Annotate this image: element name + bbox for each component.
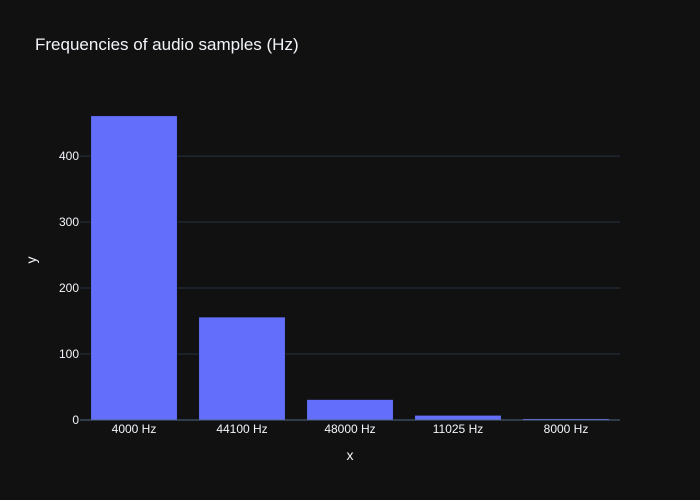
bar-48000-hz[interactable] bbox=[306, 399, 394, 421]
x-tick-labels: 4000 Hz 44100 Hz 48000 Hz 11025 Hz 8000 Hz bbox=[112, 422, 589, 436]
y-tick-label: 200 bbox=[59, 281, 79, 295]
x-tick-label: 8000 Hz bbox=[544, 422, 589, 436]
chart-title: Frequencies of audio samples (Hz) bbox=[35, 35, 299, 54]
x-tick-label: 44100 Hz bbox=[216, 422, 267, 436]
y-axis-title: y bbox=[23, 257, 39, 264]
bar-44100-hz[interactable] bbox=[198, 316, 286, 421]
x-tick-label: 4000 Hz bbox=[112, 422, 157, 436]
x-tick-label: 48000 Hz bbox=[324, 422, 375, 436]
x-axis-title: x bbox=[347, 447, 354, 463]
bar-4000-hz[interactable] bbox=[90, 115, 178, 421]
y-tick-label: 100 bbox=[59, 347, 79, 361]
y-tick-labels: 0 100 200 300 400 bbox=[59, 149, 79, 427]
y-tick-label: 300 bbox=[59, 215, 79, 229]
y-tick-label: 0 bbox=[72, 413, 79, 427]
x-tick-label: 11025 Hz bbox=[433, 422, 483, 436]
bars bbox=[80, 115, 620, 421]
bar-11025-hz[interactable] bbox=[414, 415, 502, 421]
y-tick-label: 400 bbox=[59, 149, 79, 163]
